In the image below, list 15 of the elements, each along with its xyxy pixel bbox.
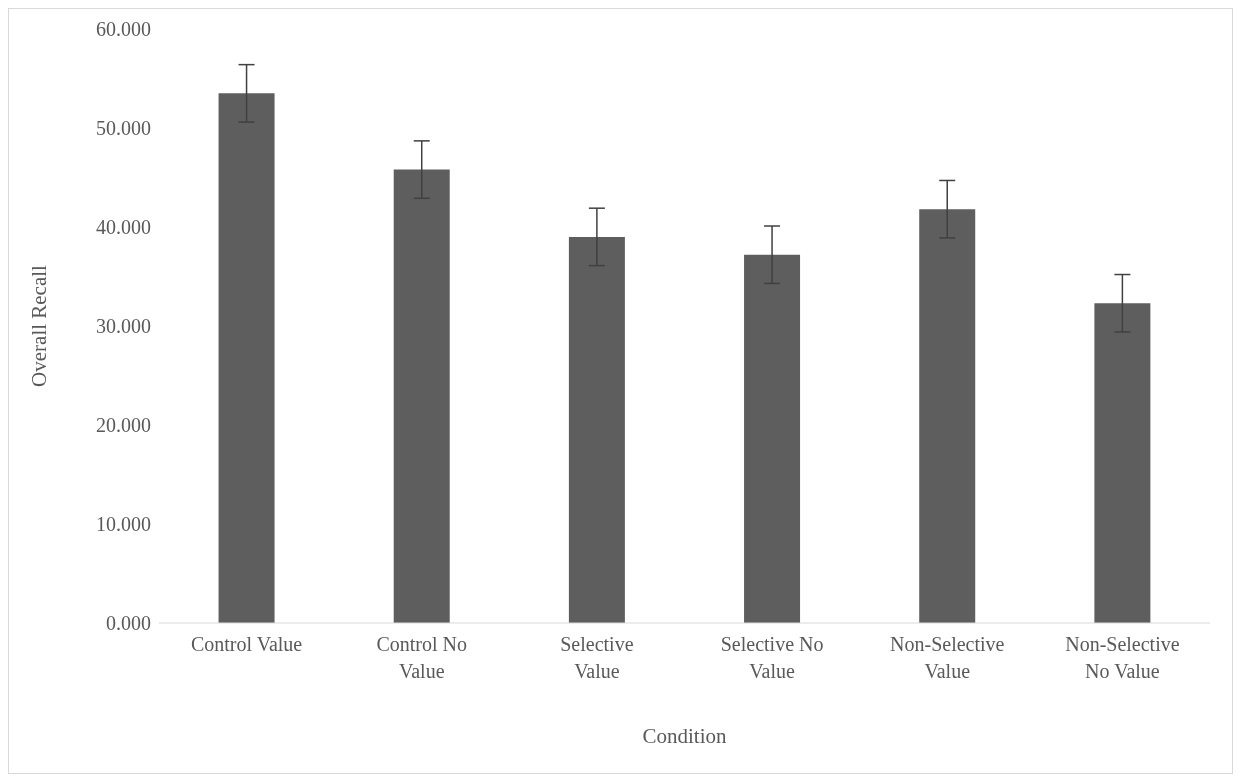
x-tick-label: Control No Value <box>376 633 468 682</box>
y-tick-label: 10.000 <box>96 513 151 536</box>
y-tick-label: 0.000 <box>106 612 151 635</box>
y-tick-label: 20.000 <box>96 414 151 437</box>
y-tick-label: 30.000 <box>96 315 151 338</box>
x-tick-label: Non-Selective Value <box>890 633 1005 682</box>
y-tick-label: 40.000 <box>96 216 151 239</box>
x-axis-title: Condition <box>642 724 727 748</box>
y-axis-title: Overall Recall <box>27 264 52 387</box>
y-tick-label: 60.000 <box>96 18 151 41</box>
x-tick-label: Selective Value <box>560 633 634 682</box>
x-tick-label: Control Value <box>190 633 303 655</box>
y-tick-label: 50.000 <box>96 117 151 140</box>
x-tick-label: Non-Selective No Value <box>1065 633 1180 682</box>
x-tick-label: Selective No Value <box>720 633 824 682</box>
